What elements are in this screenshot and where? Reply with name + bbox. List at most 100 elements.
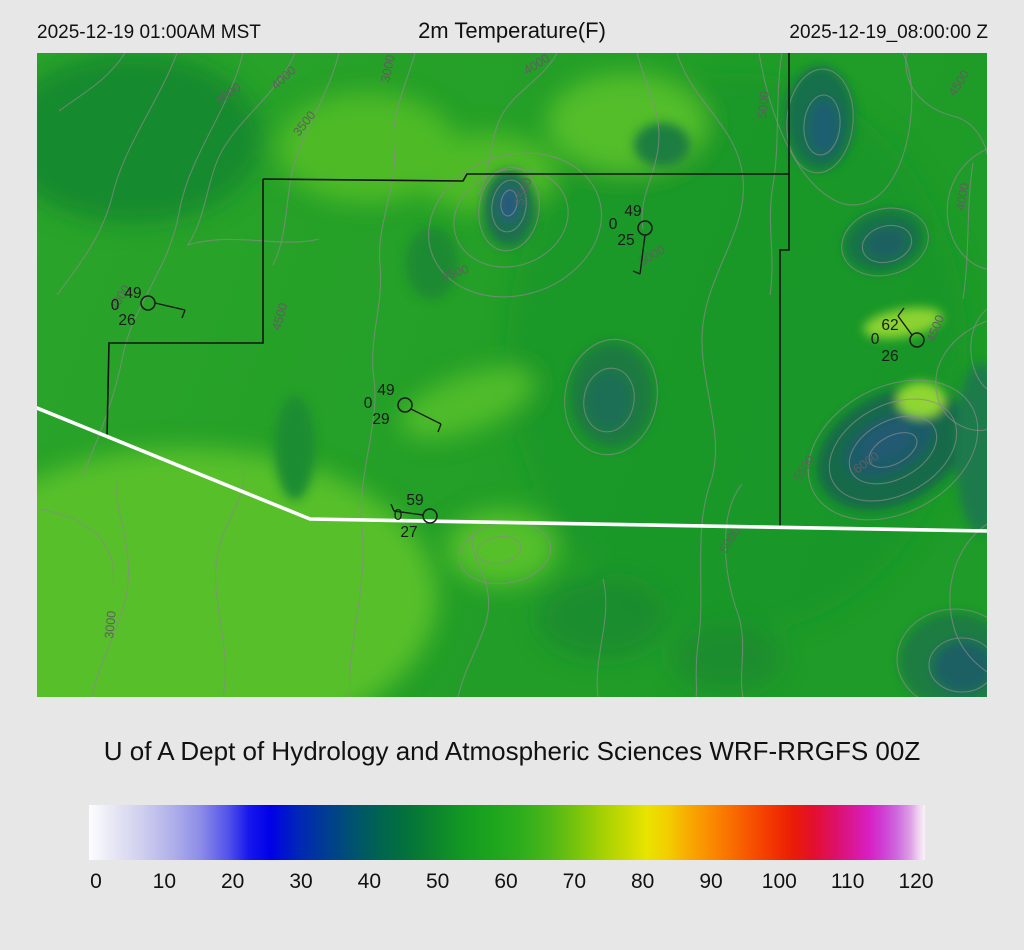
contour-ring: [807, 379, 979, 521]
contour-label: 3000: [378, 53, 397, 83]
contour-line: [477, 53, 558, 196]
colorbar-tick: 0: [90, 870, 102, 893]
contour-ring: [491, 179, 527, 233]
contour-line: [769, 53, 783, 296]
contour-ring: [896, 608, 987, 697]
colorbar-tick: 50: [425, 870, 450, 893]
contour-line: [187, 53, 296, 246]
contour-ring: [828, 398, 958, 502]
station-dewpoint: 26: [881, 348, 898, 365]
contour-line: [676, 53, 744, 697]
wind-barb: [154, 302, 186, 319]
station-temperature: 49: [124, 285, 141, 302]
contour-line: [970, 308, 987, 390]
temperature-field-svg: 4000 4000 3500 3000 4000 5000 4500 4000 …: [37, 53, 987, 697]
contour-line: [636, 53, 660, 230]
contour-line: [56, 53, 178, 296]
header-datetime-utc: 2025-12-19_08:00:00 Z: [789, 22, 988, 43]
contour-ring: [478, 166, 540, 252]
contour-line: [91, 478, 130, 697]
county-boundary-line: [262, 173, 789, 182]
contour-line: [949, 523, 987, 673]
station-temperature: 59: [406, 492, 423, 509]
colorbar-tick: 60: [494, 870, 518, 893]
station-dewpoint: 29: [372, 411, 389, 428]
contour-ring: [564, 338, 658, 456]
colorbar-tick: 110: [830, 870, 865, 893]
highway-line: [37, 406, 987, 533]
wind-barb: [390, 503, 424, 516]
plot-title: 2m Temperature(F): [418, 18, 606, 43]
contour-ring: [500, 189, 518, 217]
colorbar-tick: 20: [220, 870, 245, 893]
station-circle: [422, 508, 438, 524]
contour-ring: [803, 94, 841, 156]
elevation-contours: [37, 53, 987, 697]
contour-line: [962, 162, 974, 300]
station-temperature: 62: [881, 317, 898, 334]
station-dewpoint: 25: [617, 232, 634, 249]
plot-caption: U of A Dept of Hydrology and Atmospheric…: [103, 736, 921, 766]
colorbar-tick: 80: [630, 870, 655, 893]
contour-ring: [848, 415, 938, 485]
contour-line: [724, 483, 744, 697]
contour-ring: [861, 224, 913, 264]
wind-barb: [897, 307, 913, 336]
station-plot-1: 49 0 26: [111, 285, 186, 329]
station-temperature: 49: [377, 382, 394, 399]
wind-barb: [632, 234, 646, 275]
weather-map: 4000 4000 3500 3000 4000 5000 4500 4000 …: [37, 53, 987, 697]
station-circle: [909, 332, 925, 348]
station-dewpoint: 27: [400, 524, 417, 541]
station-sky-cover: 0: [871, 331, 880, 348]
station-sky-cover: 0: [364, 395, 373, 412]
station-temperature: 49: [624, 203, 641, 220]
contour-line: [58, 53, 126, 112]
contour-line: [186, 238, 320, 246]
station-sky-cover: 0: [394, 507, 403, 524]
station-plots: 49 0 26 49 0 25 62 0: [111, 203, 925, 541]
station-plot-4: 49 0 29: [364, 382, 442, 433]
colorbar-tick: 120: [898, 870, 934, 893]
station-sky-cover: 0: [111, 297, 120, 314]
contour-ring: [428, 152, 602, 298]
contour-ring: [868, 432, 918, 468]
contour-ring: [476, 536, 522, 564]
county-boundary-line: [106, 179, 264, 438]
station-plot-3: 62 0 26: [871, 307, 925, 365]
contour-line: [215, 468, 245, 697]
colorbar-tick: 40: [357, 870, 382, 893]
contour-line: [457, 533, 490, 697]
contour-label: 3000: [102, 610, 119, 639]
colorbar-tick: 30: [289, 870, 313, 893]
contour-ring: [841, 207, 929, 277]
colorbar-tick: 100: [761, 870, 797, 893]
contour-ring: [786, 68, 854, 174]
contour-line: [348, 53, 416, 697]
colorbar-gradient: [89, 805, 925, 860]
contour-line: [596, 578, 607, 697]
station-circle: [397, 397, 413, 413]
contour-line: [935, 320, 987, 432]
colorbar-tick: 70: [562, 870, 587, 893]
contour-line: [758, 53, 913, 206]
header-datetime-local: 2025-12-19 01:00AM MST: [37, 22, 261, 43]
contour-line: [946, 148, 987, 270]
colorbar-tick: 90: [699, 870, 723, 893]
contour-line: [905, 53, 987, 155]
county-boundary-line: [779, 53, 790, 528]
colorbar-ticks: 0 10 20 30 40 50 60 70 80 90 100 110 120: [90, 870, 933, 898]
wind-barb: [410, 408, 442, 433]
contour-ring: [928, 637, 987, 693]
contour-line: [272, 53, 340, 266]
station-plot-5: 59 0 27: [390, 492, 438, 541]
station-sky-cover: 0: [609, 216, 618, 233]
colorbar-tick: 10: [152, 870, 177, 893]
county-boundary: [106, 53, 790, 528]
station-dewpoint: 26: [118, 312, 135, 329]
contour-line: [37, 508, 115, 585]
station-plot-2: 49 0 25: [609, 203, 653, 275]
contour-label: 5000: [755, 90, 772, 119]
contour-ring: [583, 367, 635, 433]
